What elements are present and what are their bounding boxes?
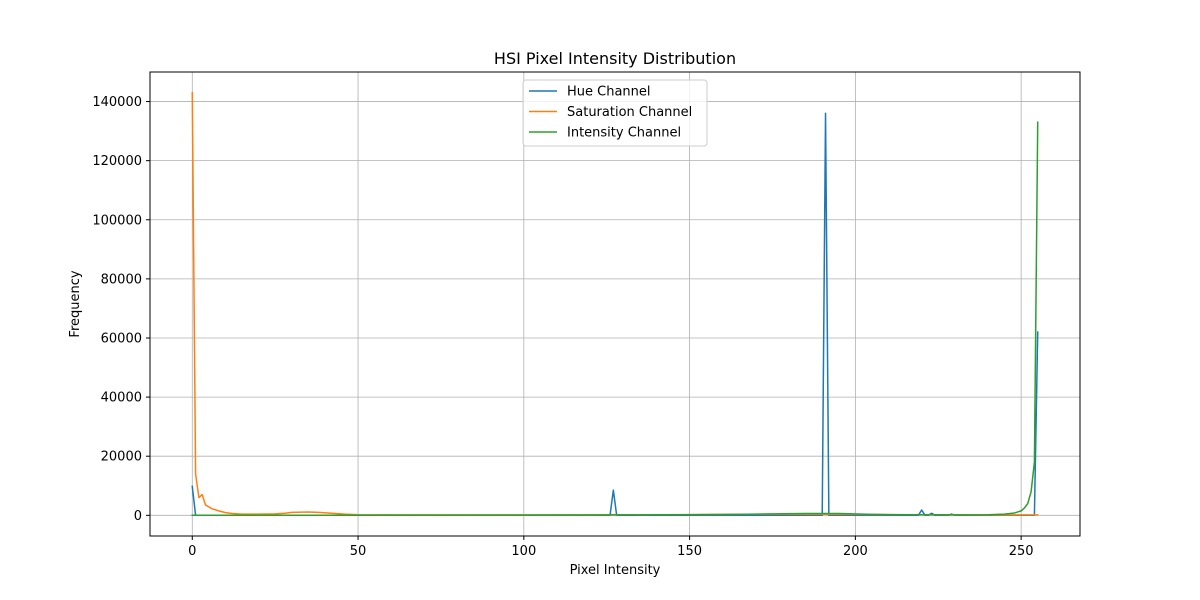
series-lines xyxy=(191,91,1039,517)
y-axis-ticks: 0 20000 40000 60000 80000 100000 120000 140000 xyxy=(92,95,150,524)
x-axis-label: Pixel Intensity xyxy=(570,563,661,578)
y-tick-label: 140000 xyxy=(92,95,142,110)
legend: Hue Channel Saturation Channel Intensity C… xyxy=(522,79,708,147)
y-tick-label: 0 xyxy=(134,509,142,524)
x-axis-ticks: 0 50 100 150 200 250 xyxy=(188,536,1034,559)
legend-box xyxy=(522,79,708,147)
x-tick-label: 100 xyxy=(511,544,536,559)
x-tick-label: 200 xyxy=(843,544,868,559)
y-tick-label: 100000 xyxy=(92,213,142,228)
x-tick-label: 250 xyxy=(1009,544,1034,559)
chart-title: HSI Pixel Intensity Distribution xyxy=(494,49,736,68)
y-tick-label: 60000 xyxy=(101,331,142,346)
series-line-intensity-channel xyxy=(191,121,1039,517)
y-axis-label: Frequency xyxy=(68,270,83,337)
legend-label-saturation-channel: Saturation Channel xyxy=(567,105,692,120)
y-tick-label: 40000 xyxy=(101,391,142,406)
y-tick-label: 120000 xyxy=(92,154,142,169)
legend-label-intensity-channel: Intensity Channel xyxy=(567,126,681,141)
y-tick-label: 20000 xyxy=(101,450,142,465)
y-tick-label: 80000 xyxy=(101,272,142,287)
x-tick-label: 150 xyxy=(677,544,702,559)
legend-label-hue-channel: Hue Channel xyxy=(567,85,651,100)
x-tick-label: 50 xyxy=(350,544,367,559)
plot-frame xyxy=(149,71,1081,537)
x-tick-label: 0 xyxy=(188,544,196,559)
